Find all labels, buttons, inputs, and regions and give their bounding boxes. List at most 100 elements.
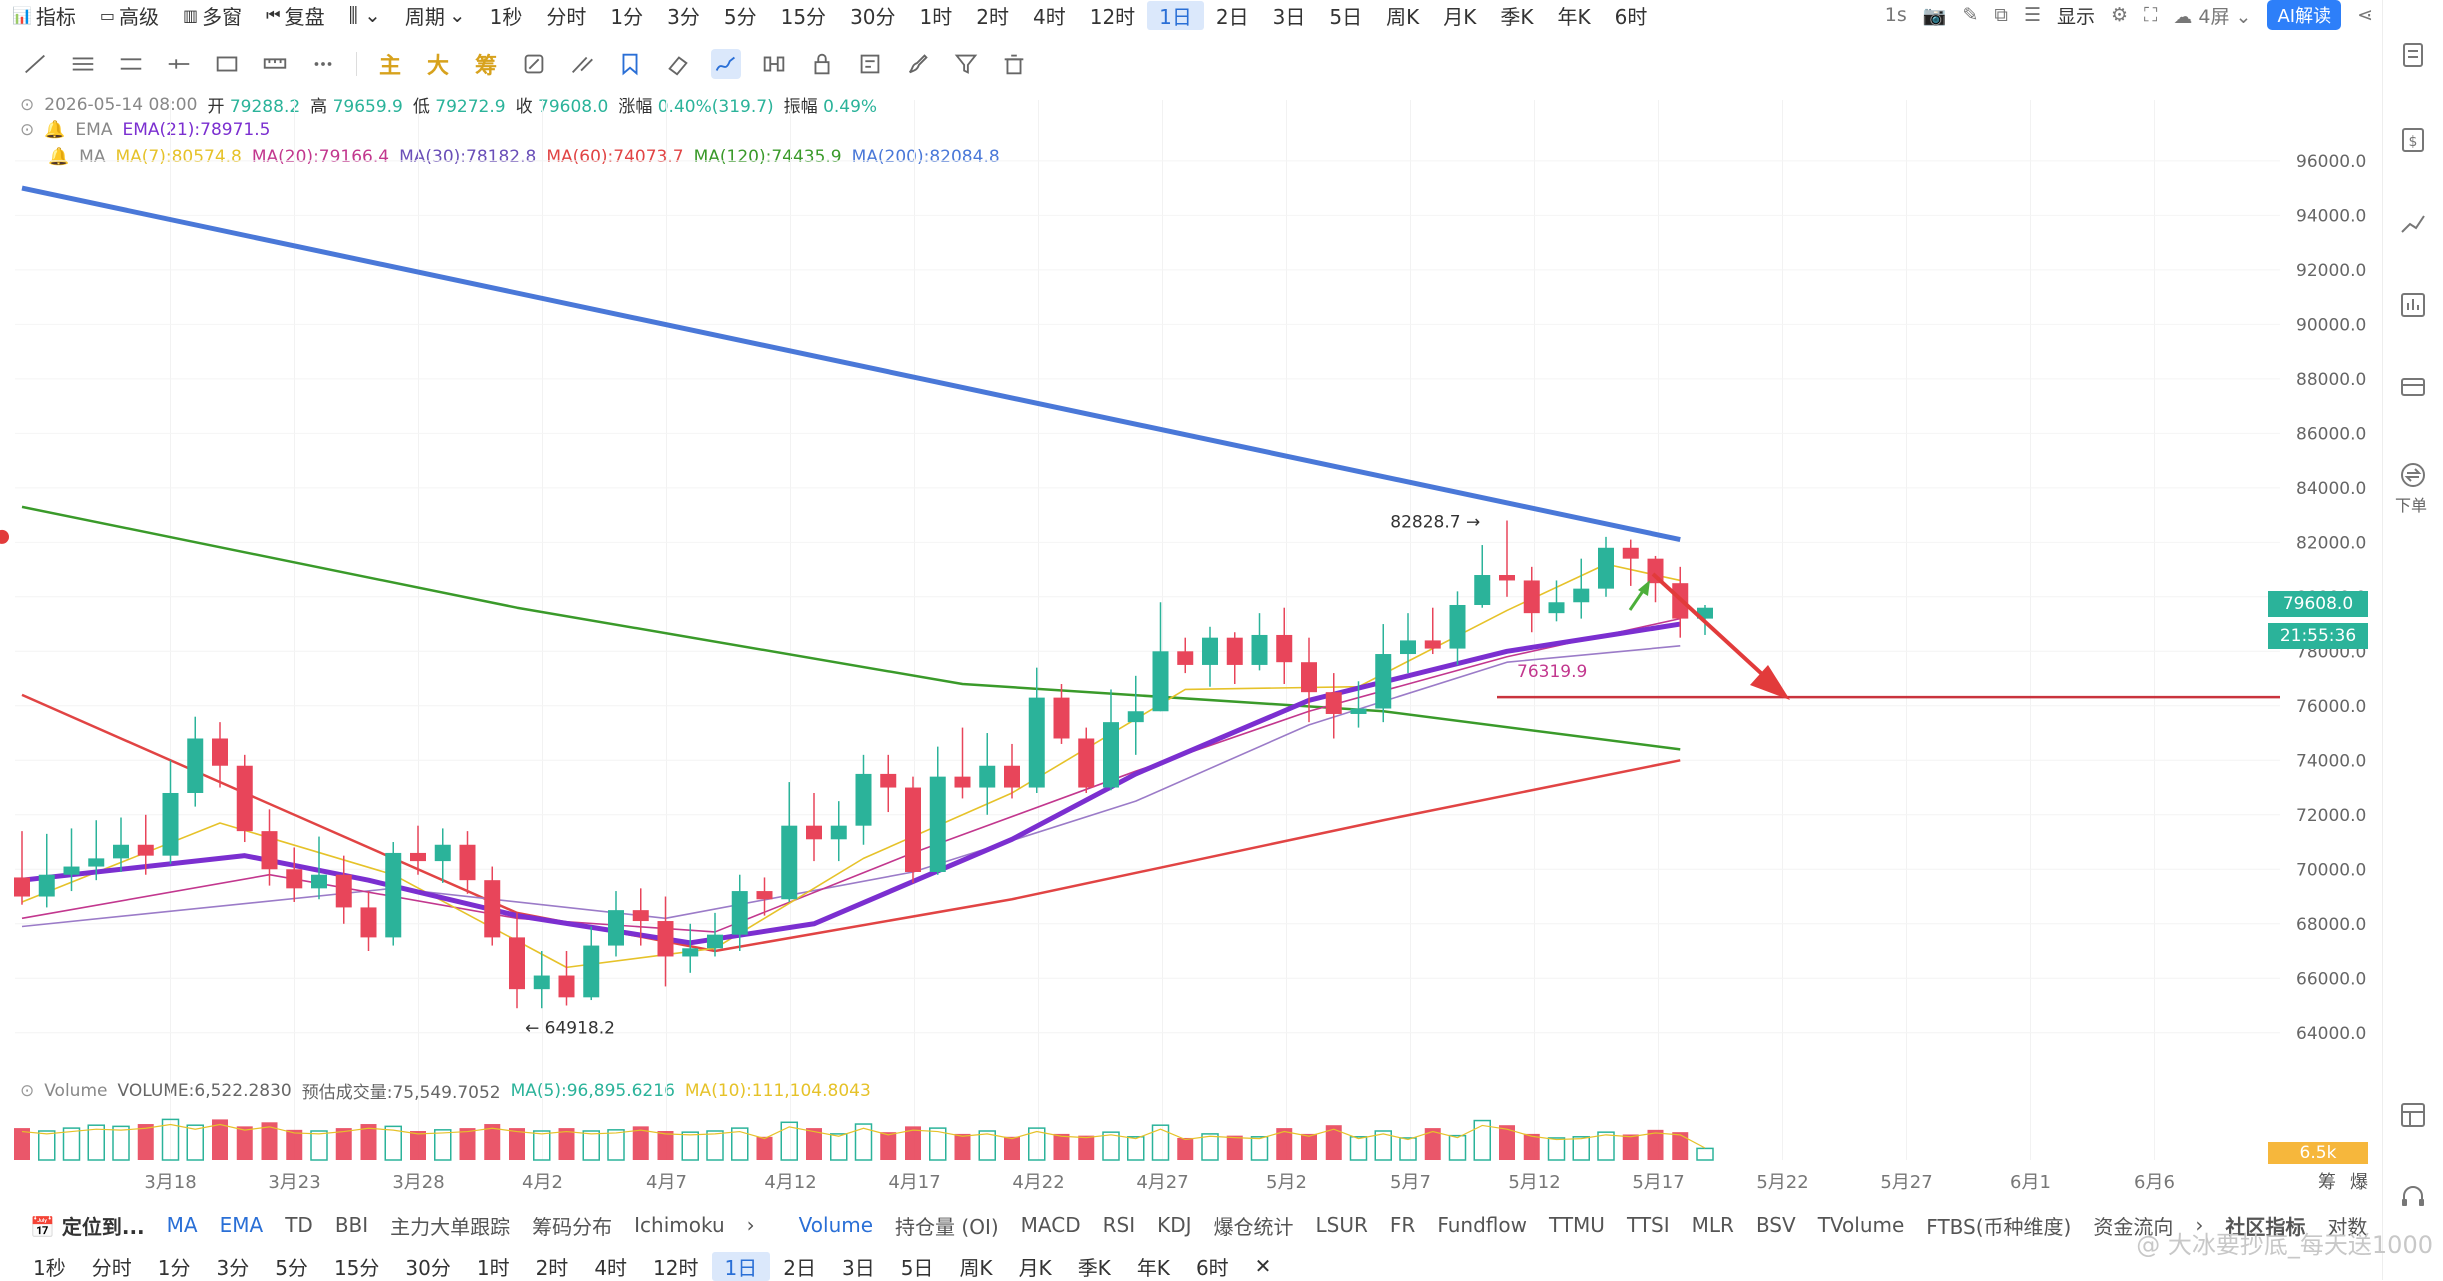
gear-icon[interactable]: ⚙ bbox=[2111, 4, 2129, 26]
candle-body[interactable] bbox=[1647, 558, 1664, 584]
close-icon[interactable]: ✕ bbox=[1254, 1254, 1272, 1278]
period-季K[interactable]: 季K bbox=[1488, 1, 1545, 30]
trash-icon[interactable] bbox=[999, 49, 1029, 79]
bell-icon[interactable]: 🔔 bbox=[48, 147, 70, 167]
orderbook-icon[interactable] bbox=[2398, 40, 2428, 70]
feature-button-1[interactable]: 大 bbox=[426, 54, 449, 79]
period-1时[interactable]: 1时 bbox=[908, 1, 965, 30]
candle-body[interactable] bbox=[434, 844, 451, 862]
compare-icon[interactable] bbox=[759, 49, 789, 79]
candle-body[interactable] bbox=[1276, 634, 1293, 663]
indicator-option-0[interactable]: 社区指标 bbox=[2225, 1214, 2306, 1239]
indicator-23[interactable]: FTBS(币种维度) bbox=[1926, 1214, 2072, 1239]
trend-chart-icon[interactable] bbox=[2398, 208, 2428, 238]
period-2时[interactable]: 2时 bbox=[964, 1, 1021, 30]
magic-pen-icon[interactable] bbox=[519, 49, 549, 79]
period-周K[interactable]: 周K bbox=[1374, 1, 1431, 30]
candle-body[interactable] bbox=[1004, 765, 1020, 788]
candle-body[interactable] bbox=[1375, 654, 1392, 709]
candle-body[interactable] bbox=[1598, 547, 1614, 589]
period-分时[interactable]: 分时 bbox=[534, 1, 598, 30]
indicator-16[interactable]: FR bbox=[1389, 1213, 1416, 1237]
candle-body[interactable] bbox=[187, 738, 204, 793]
period-12时[interactable]: 12时 bbox=[1078, 1, 1147, 30]
lock-icon[interactable] bbox=[807, 49, 837, 79]
bell-icon[interactable]: 🔔 bbox=[44, 120, 66, 140]
candle-body[interactable] bbox=[1078, 738, 1095, 788]
timeframe-5日[interactable]: 5日 bbox=[900, 1255, 934, 1280]
toolbar-menu-1[interactable]: ▭ 高级 bbox=[88, 1, 171, 30]
collapse-icon[interactable]: ⊙ bbox=[20, 120, 35, 140]
candle-body[interactable] bbox=[731, 891, 748, 935]
candle-body[interactable] bbox=[236, 765, 253, 832]
period-5日[interactable]: 5日 bbox=[1317, 1, 1374, 30]
horizontal-ray-icon[interactable] bbox=[164, 49, 194, 79]
feature-button-0[interactable]: 主 bbox=[378, 54, 401, 79]
fullscreen-icon[interactable]: ⛶ bbox=[2144, 4, 2158, 26]
timeframe-3日[interactable]: 3日 bbox=[841, 1255, 875, 1280]
timeframe-15分[interactable]: 15分 bbox=[333, 1255, 380, 1280]
indicator-option-1[interactable]: 对数 bbox=[2327, 1214, 2368, 1239]
parallel-channel-icon[interactable] bbox=[68, 49, 98, 79]
period-5分[interactable]: 5分 bbox=[712, 1, 769, 30]
pen-ruler-icon[interactable] bbox=[567, 49, 597, 79]
brush-icon[interactable] bbox=[903, 49, 933, 79]
period-1日[interactable]: 1日 bbox=[1147, 0, 1204, 30]
timeframe-周K[interactable]: 周K bbox=[959, 1255, 993, 1280]
candle-body[interactable] bbox=[38, 874, 55, 897]
candle-body[interactable] bbox=[1202, 637, 1218, 665]
candle-body[interactable] bbox=[905, 787, 921, 872]
locate-button[interactable]: 📅 定位到... bbox=[30, 1214, 145, 1239]
period-3日[interactable]: 3日 bbox=[1261, 1, 1318, 30]
collapse-icon[interactable]: ⊙ bbox=[20, 94, 35, 115]
candle-body[interactable] bbox=[558, 975, 575, 998]
candle-body[interactable] bbox=[137, 844, 154, 856]
period-1分[interactable]: 1分 bbox=[598, 1, 655, 30]
screens-dropdown[interactable]: ☁ 4屏 ⌄ bbox=[2173, 5, 2252, 28]
liquidation-toggle[interactable]: 爆 bbox=[2350, 1172, 2368, 1193]
indicator-6[interactable]: Ichimoku bbox=[634, 1213, 725, 1237]
indicator-4[interactable]: 主力大单跟踪 bbox=[390, 1214, 511, 1239]
period-月K[interactable]: 月K bbox=[1431, 1, 1488, 30]
candle-body[interactable] bbox=[608, 910, 624, 946]
candle-body[interactable] bbox=[212, 738, 228, 766]
timeframe-1日[interactable]: 1日 bbox=[711, 1251, 771, 1281]
indicator-18[interactable]: TTMU bbox=[1548, 1213, 1605, 1237]
ai-interpret-button[interactable]: AI解读 bbox=[2267, 0, 2342, 30]
eraser-icon[interactable] bbox=[663, 49, 693, 79]
timeframe-季K[interactable]: 季K bbox=[1077, 1255, 1111, 1280]
period-6时[interactable]: 6时 bbox=[1603, 1, 1660, 30]
bar-chart-icon[interactable] bbox=[2398, 290, 2428, 320]
candle-body[interactable] bbox=[385, 852, 402, 938]
candle-body[interactable] bbox=[459, 844, 476, 881]
candle-body[interactable] bbox=[1474, 575, 1491, 605]
candle-body[interactable] bbox=[632, 910, 649, 922]
candle-body[interactable] bbox=[1152, 651, 1169, 712]
candle-body[interactable] bbox=[1103, 722, 1119, 788]
indicator-13[interactable]: KDJ bbox=[1157, 1213, 1192, 1237]
indicator-1[interactable]: EMA bbox=[219, 1213, 264, 1237]
candle-body[interactable] bbox=[162, 792, 179, 856]
candle-body[interactable] bbox=[929, 776, 946, 872]
order-label[interactable]: 下单 bbox=[2395, 496, 2428, 515]
period-年K[interactable]: 年K bbox=[1545, 1, 1602, 30]
display-button[interactable]: 显示 bbox=[2056, 5, 2095, 28]
candle-body[interactable] bbox=[1251, 634, 1268, 665]
candle-body[interactable] bbox=[1350, 708, 1367, 714]
timeframe-月K[interactable]: 月K bbox=[1018, 1255, 1052, 1280]
data-panel-icon[interactable] bbox=[2398, 372, 2428, 402]
candle-body[interactable] bbox=[1028, 697, 1045, 788]
timeframe-4时[interactable]: 4时 bbox=[594, 1255, 628, 1280]
candle-body[interactable] bbox=[1177, 651, 1194, 665]
candle-body[interactable] bbox=[1127, 711, 1144, 723]
filter-icon[interactable] bbox=[951, 49, 981, 79]
indicator-21[interactable]: BSV bbox=[1755, 1213, 1796, 1237]
candle-body[interactable] bbox=[1325, 692, 1342, 714]
alert-marker[interactable] bbox=[0, 529, 9, 544]
indicator-24[interactable]: 资金流向 bbox=[2093, 1214, 2174, 1239]
indicator-15[interactable]: LSUR bbox=[1315, 1213, 1368, 1237]
indicator-19[interactable]: TTSI bbox=[1626, 1213, 1670, 1237]
timeframe-1分[interactable]: 1分 bbox=[157, 1255, 191, 1280]
timeframe-5分[interactable]: 5分 bbox=[275, 1255, 308, 1280]
candle-body[interactable] bbox=[410, 852, 426, 862]
